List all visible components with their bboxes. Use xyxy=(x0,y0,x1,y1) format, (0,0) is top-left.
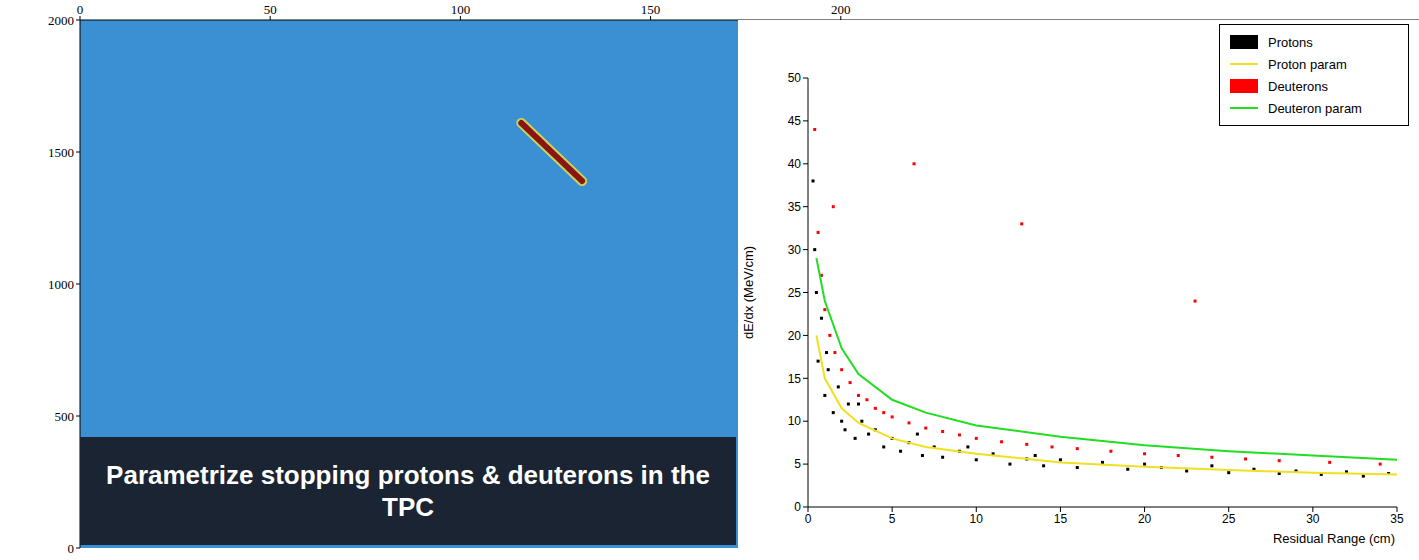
svg-text:25: 25 xyxy=(788,286,802,300)
svg-text:5: 5 xyxy=(889,512,896,526)
svg-text:5: 5 xyxy=(794,457,801,471)
html-text:Deuteron param: Deuteron param xyxy=(1268,100,1362,116)
svg-text:1000: 1000 xyxy=(48,277,74,292)
svg-text:40: 40 xyxy=(788,157,802,171)
html-text:Protons: Protons xyxy=(1268,34,1313,50)
svg-text:20: 20 xyxy=(788,329,802,343)
svg-text:30: 30 xyxy=(788,243,802,257)
svg-text:0: 0 xyxy=(794,500,801,514)
svg-text:0: 0 xyxy=(77,2,84,17)
svg-text:35: 35 xyxy=(1390,512,1404,526)
svg-text:10: 10 xyxy=(970,512,984,526)
svg-text:0: 0 xyxy=(68,541,75,556)
svg-text:10: 10 xyxy=(788,414,802,428)
html-text:Deuterons: Deuterons xyxy=(1268,78,1328,94)
svg-text:500: 500 xyxy=(55,409,75,424)
svg-text:30: 30 xyxy=(1306,512,1320,526)
svg-text:50: 50 xyxy=(264,2,277,17)
svg-text:Residual Range (cm): Residual Range (cm) xyxy=(1273,531,1395,546)
svg-text:150: 150 xyxy=(641,2,661,17)
svg-text:15: 15 xyxy=(788,372,802,386)
svg-text:0: 0 xyxy=(805,512,812,526)
svg-text:20: 20 xyxy=(1138,512,1152,526)
html-text:Proton param: Proton param xyxy=(1268,56,1347,72)
svg-text:200: 200 xyxy=(831,2,851,17)
svg-text:45: 45 xyxy=(788,114,802,128)
svg-text:1500: 1500 xyxy=(48,145,74,160)
svg-text:35: 35 xyxy=(788,200,802,214)
svg-text:2000: 2000 xyxy=(48,13,74,28)
svg-text:100: 100 xyxy=(451,2,471,17)
svg-text:15: 15 xyxy=(1054,512,1068,526)
svg-text:50: 50 xyxy=(788,71,802,85)
svg-text:25: 25 xyxy=(1222,512,1236,526)
svg-text:dE/dx (MeV/cm): dE/dx (MeV/cm) xyxy=(741,246,756,339)
html-text:Parametrize stopping protons &: Parametrize stopping protons & deuterons… xyxy=(106,460,710,522)
